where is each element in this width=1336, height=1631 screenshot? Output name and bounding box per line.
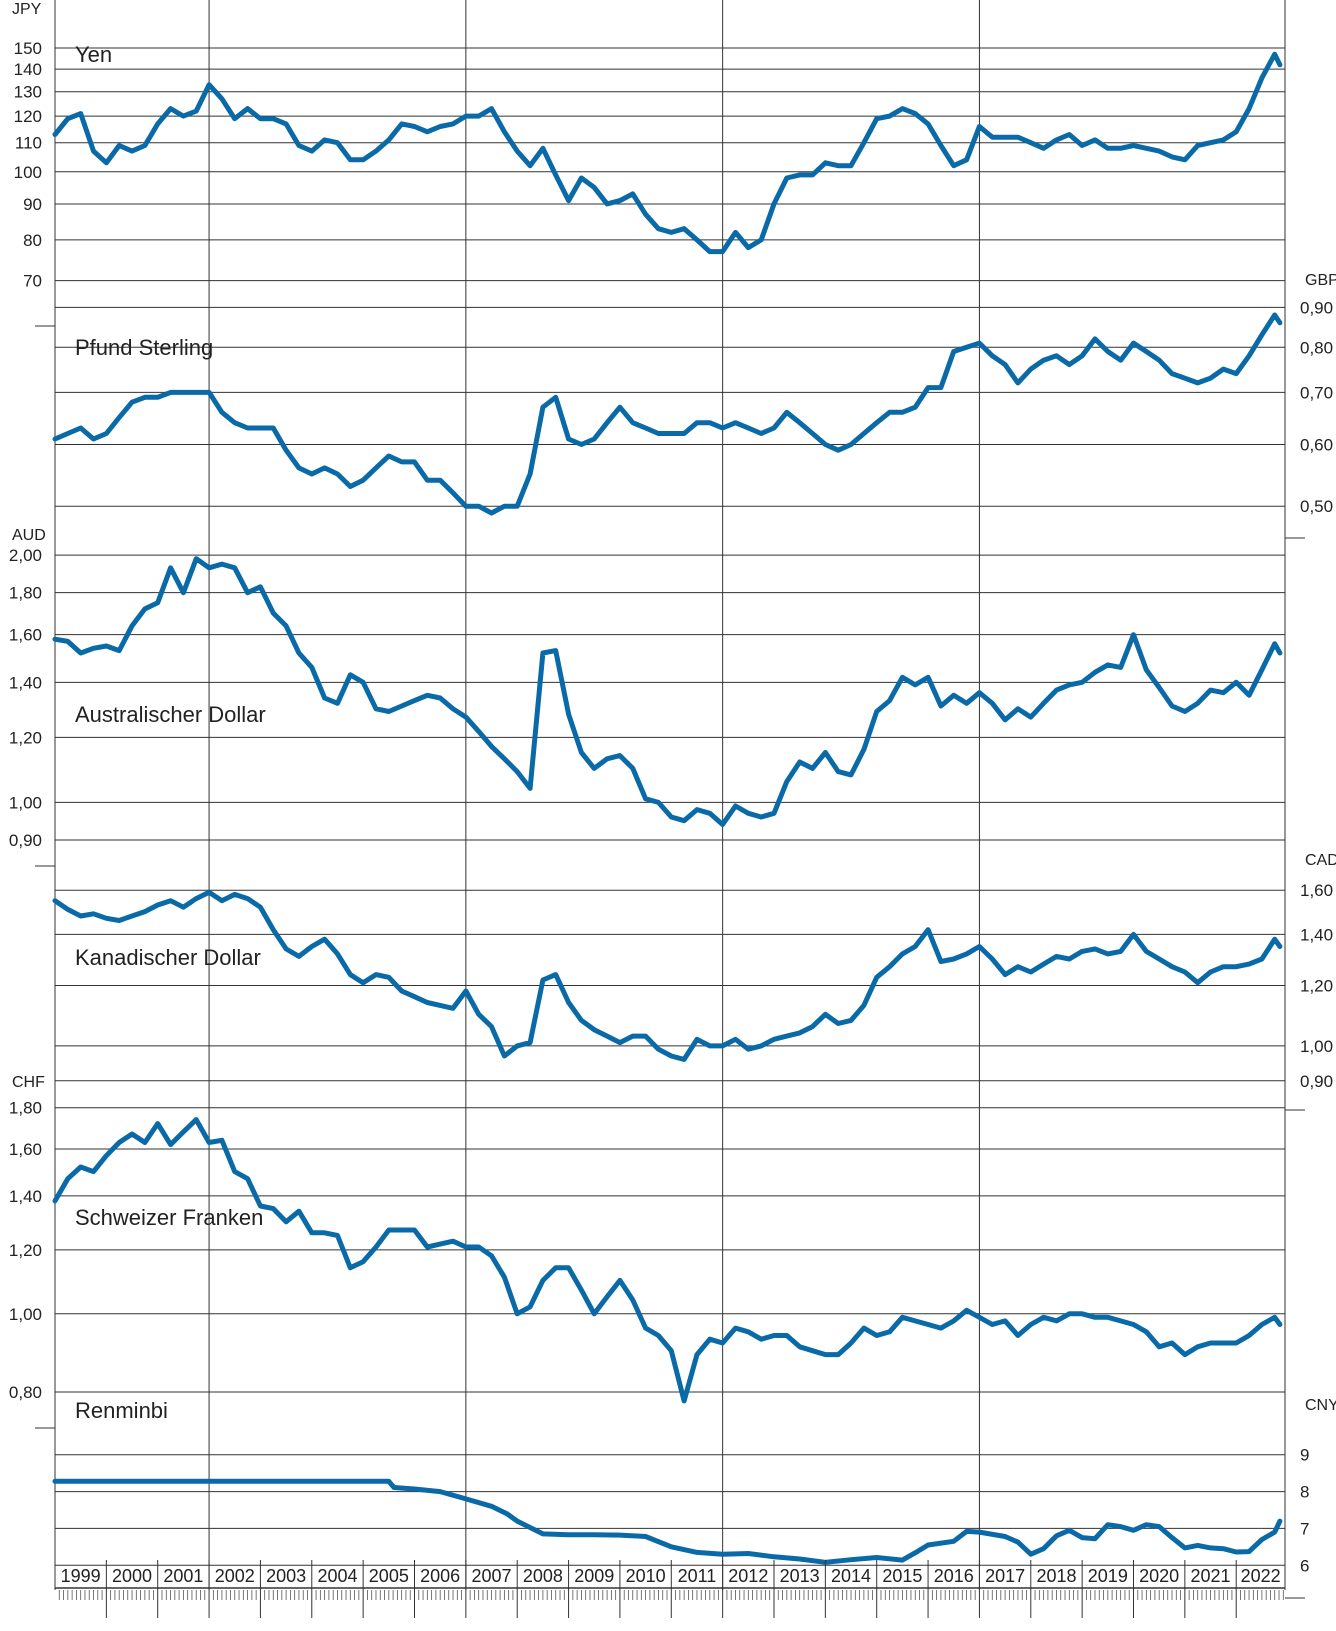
series-label-5: Renminbi [75, 1398, 168, 1423]
panel-1-tick-label: 0,60 [1300, 436, 1333, 455]
gridlines [35, 0, 1305, 1599]
panel-2-tick-label: 1,20 [9, 728, 42, 747]
x-tick-label: 2008 [523, 1566, 563, 1586]
panel-4-tick-label: 1,00 [9, 1305, 42, 1324]
panel-4-tick-label: 1,80 [9, 1099, 42, 1118]
x-tick-label: 2010 [626, 1566, 666, 1586]
x-tick-label: 2007 [472, 1566, 512, 1586]
series-lines [52, 51, 1283, 1565]
panel-0-tick-label: 90 [23, 195, 42, 214]
panel-3-tick-label: 0,90 [1300, 1072, 1333, 1091]
x-tick-label: 2014 [831, 1566, 871, 1586]
panel-3-tick-label: 1,40 [1300, 925, 1333, 944]
x-tick-label: 2011 [678, 1566, 717, 1586]
series-label-2: Australischer Dollar [75, 702, 266, 727]
series-label-3: Kanadischer Dollar [75, 945, 261, 970]
panel-0-tick-label: 150 [14, 39, 42, 58]
series-line-4 [52, 1117, 1283, 1404]
panel-4-unit-label: CHF [12, 1074, 45, 1091]
series-label-1: Pfund Sterling [75, 335, 213, 360]
panel-4-tick-label: 1,40 [9, 1187, 42, 1206]
panel-1-tick-label: 0,70 [1300, 383, 1333, 402]
panel-0-tick-label: 100 [14, 163, 42, 182]
series-line-5 [52, 1478, 1283, 1565]
panel-0-tick-label: 130 [14, 83, 42, 102]
panel-0-tick-label: 140 [14, 60, 42, 79]
x-tick-label: 2022 [1241, 1566, 1281, 1586]
panel-0-tick-label: 70 [23, 272, 42, 291]
panel-0-unit-label: JPY [12, 1, 42, 18]
panel-5-tick-label: 9 [1300, 1446, 1309, 1465]
x-tick-label: 2004 [317, 1566, 357, 1586]
panel-1-tick-label: 0,50 [1300, 497, 1333, 516]
x-tick-label: 2002 [215, 1566, 255, 1586]
panel-5-tick-label: 8 [1300, 1483, 1309, 1502]
panel-5-tick-label: 7 [1300, 1519, 1309, 1538]
panel-3-tick-label: 1,20 [1300, 976, 1333, 995]
x-tick-label: 2006 [420, 1566, 460, 1586]
x-tick-label: 2020 [1139, 1566, 1179, 1586]
x-tick-label: 2000 [112, 1566, 152, 1586]
panel-2-unit-label: AUD [12, 527, 46, 544]
x-tick-label: 2018 [1036, 1566, 1076, 1586]
x-tick-label: 2012 [728, 1566, 768, 1586]
series-line-1 [52, 312, 1283, 516]
panel-4-tick-label: 1,60 [9, 1140, 42, 1159]
panel-4-tick-label: 1,20 [9, 1241, 42, 1260]
x-tick-label: 2001 [163, 1566, 203, 1586]
panel-5-unit-label: CNY [1305, 1397, 1336, 1414]
panel-1-unit-label: GBP [1305, 272, 1336, 289]
series-label-4: Schweizer Franken [75, 1205, 263, 1230]
panel-2-tick-label: 1,40 [9, 673, 42, 692]
series-label-0: Yen [75, 42, 112, 67]
series-line-0 [52, 51, 1283, 255]
panel-3-unit-label: CAD [1305, 852, 1336, 869]
x-tick-label: 2013 [780, 1566, 820, 1586]
x-tick-label: 2019 [1088, 1566, 1128, 1586]
panel-1-tick-label: 0,80 [1300, 338, 1333, 357]
x-axis: 1999 2000 2001 2002 2003 2004 2005 2006 2007 2008… [55, 1560, 1285, 1618]
panel-2-tick-label: 1,00 [9, 793, 42, 812]
x-tick-label: 2016 [934, 1566, 974, 1586]
panel-2-tick-label: 1,60 [9, 626, 42, 645]
x-tick-label: 2003 [266, 1566, 306, 1586]
labels: 150 140 130 120 110 100 90 80 70 JPY Yen 0,90 0,80 0,… [9, 1, 1336, 1575]
x-tick-label: 2017 [985, 1566, 1025, 1586]
x-tick-label: 2009 [574, 1566, 614, 1586]
panel-2-tick-label: 1,80 [9, 584, 42, 603]
series-line-2 [52, 556, 1283, 827]
panel-0-tick-label: 80 [23, 231, 42, 250]
panel-1-tick-label: 0,90 [1300, 298, 1333, 317]
panel-4-tick-label: 0,80 [9, 1383, 42, 1402]
panel-5-tick-label: 6 [1300, 1556, 1309, 1575]
x-tick-label: 2021 [1191, 1566, 1231, 1586]
panel-2-tick-label: 0,90 [9, 831, 42, 850]
x-tick-label: 1999 [61, 1566, 101, 1586]
x-tick-label: 2005 [369, 1566, 409, 1586]
panel-0-tick-label: 110 [15, 134, 42, 153]
panel-3-tick-label: 1,00 [1300, 1037, 1333, 1056]
panel-0-tick-label: 120 [14, 107, 42, 126]
panel-2-tick-label: 2,00 [9, 546, 42, 565]
x-tick-label: 2015 [882, 1566, 922, 1586]
panel-3-tick-label: 1,60 [1300, 881, 1333, 900]
series-line-3 [52, 889, 1283, 1062]
